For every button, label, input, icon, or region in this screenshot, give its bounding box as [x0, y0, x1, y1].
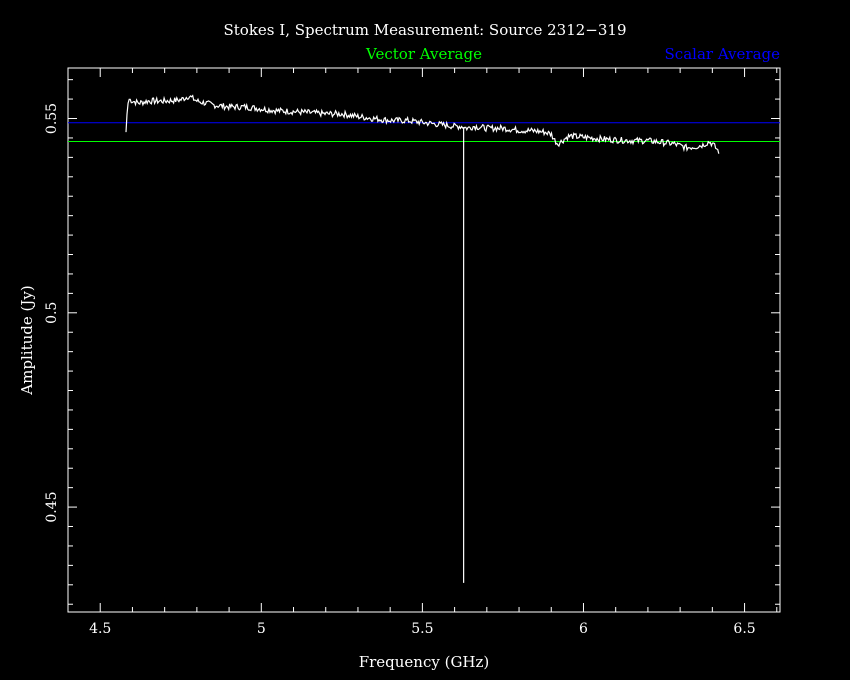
series-layer: [125, 94, 720, 583]
x-tick-label: 6.5: [733, 621, 755, 637]
legend-vector-average: Vector Average: [365, 45, 482, 63]
y-tick-label: 0.45: [44, 492, 60, 523]
x-tick-label: 5.5: [411, 621, 433, 637]
y-axis-label: Amplitude (Jy): [18, 285, 36, 395]
x-tick-label: 6: [579, 621, 588, 637]
chart-title: Stokes I, Spectrum Measurement: Source 2…: [224, 21, 627, 39]
legend-scalar-average: Scalar Average: [665, 45, 781, 63]
y-tick-label: 0.55: [44, 103, 60, 134]
y-axis-ticks: 0.45 0.5 0.55: [44, 79, 780, 605]
y-tick-label: 0.5: [44, 302, 60, 324]
x-axis-label: Frequency (GHz): [359, 653, 490, 671]
spectrum-series-line: [125, 94, 720, 154]
x-tick-label: 4.5: [89, 621, 111, 637]
x-axis-ticks: 4.5 5 5.5 6 6.5: [67, 68, 778, 637]
plot-frame: [67, 67, 781, 613]
x-tick-label: 5: [257, 621, 266, 637]
